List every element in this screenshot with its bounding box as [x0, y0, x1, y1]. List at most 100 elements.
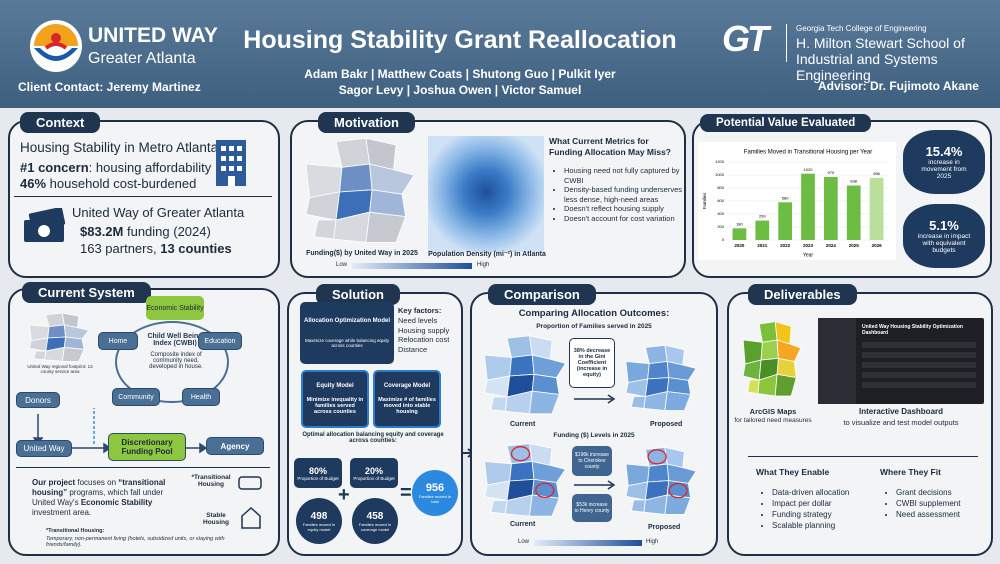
enable-title: What They Enable	[756, 467, 830, 477]
emphasis: $83.2M	[80, 224, 124, 239]
county	[630, 396, 646, 409]
text: $53k increase to Henry county	[574, 502, 610, 514]
footprint-map	[28, 312, 90, 362]
box-desc: Minimize inequality in families served a…	[306, 397, 364, 415]
county	[644, 344, 668, 365]
bar	[732, 228, 747, 240]
county	[647, 361, 670, 380]
stat-badge: 15.4% increase in movement from 2025	[903, 130, 985, 194]
y-tick-label: 800	[717, 185, 724, 190]
bar	[846, 185, 861, 240]
legend-bar	[534, 540, 642, 546]
current-funding-map	[484, 443, 567, 517]
econ-box: Economic Stability	[146, 296, 204, 320]
agency-box: Agency	[206, 437, 264, 455]
x-tick-label: 2024	[826, 243, 837, 248]
y-tick-label: 1200	[715, 159, 725, 164]
county	[490, 396, 508, 412]
county	[774, 373, 797, 397]
county	[509, 461, 535, 482]
client-contact: Client Contact: Jeremy Martinez	[18, 80, 201, 94]
value: 956	[425, 482, 445, 494]
label: Proportion of Budget	[297, 475, 339, 481]
funding-map	[305, 137, 415, 243]
home-box: Home	[98, 332, 138, 350]
legend-low: Low	[336, 262, 348, 268]
enable-list: Data-driven allocationImpact per dollarF…	[760, 487, 849, 531]
panel-tab: Current System	[22, 282, 151, 303]
key-factor: Distance	[398, 344, 428, 354]
arrow	[574, 480, 616, 490]
county	[47, 324, 67, 339]
callout: 38% decrease in the Gini Coefficient (in…	[569, 338, 615, 388]
panel-tab: Context	[20, 112, 101, 133]
panel-tab: Comparison	[488, 284, 596, 305]
cwbi-desc: Composite index of community need, devel…	[149, 352, 203, 370]
sub-title: Funding ($) Levels in 2025	[553, 432, 635, 439]
highlight-ring	[535, 482, 555, 499]
x-tick-label: 2023	[803, 243, 814, 248]
emphasis: 46%	[20, 176, 47, 191]
county	[647, 463, 670, 483]
org-sub: Greater Atlanta	[88, 50, 196, 67]
y-tick-label: 600	[717, 198, 724, 203]
org-name: UNITED WAY	[88, 24, 218, 47]
proposed-map	[625, 344, 697, 411]
county	[490, 500, 508, 515]
bar-chart: Families Moved in Transitional Housing p…	[698, 142, 896, 260]
divider	[16, 467, 270, 468]
label: Families moved in total	[418, 494, 452, 504]
box-title: Coverage Model	[383, 383, 431, 389]
project-text: Our project	[32, 478, 76, 487]
health-box: Health	[182, 388, 220, 406]
fit-title: Where They Fit	[880, 467, 941, 477]
school-small: Georgia Tech College of Engineering	[796, 24, 927, 33]
label: Proportion of Budget	[353, 475, 395, 481]
box-title: Equity Model	[316, 383, 354, 389]
map-caption: United Way regional footprint: 13 county…	[27, 364, 93, 374]
key-factor: Housing supply	[398, 325, 450, 335]
bar	[824, 176, 838, 240]
chart-title: Families Moved in Transitional Housing p…	[744, 150, 872, 156]
x-tick-label: 2021	[757, 243, 768, 248]
text: funding (2024)	[123, 224, 211, 239]
value-label: 1020	[804, 167, 814, 172]
county	[529, 494, 560, 517]
fit-list: Grant decisionsCWBI supplementNeed asses…	[884, 487, 960, 520]
county	[531, 354, 567, 379]
text: household cost-burdened	[46, 176, 197, 191]
transitional-label: *Transitional Housing	[191, 474, 231, 488]
y-tick-label: 200	[717, 224, 724, 229]
arrow	[574, 394, 616, 404]
partners-line: 163 partners, 13 counties	[80, 241, 232, 256]
money-icon	[24, 208, 66, 242]
coverage-box: Coverage Model Maximize # of families mo…	[373, 370, 441, 428]
map-label: Proposed	[648, 524, 681, 531]
fit-item: CWBI supplement	[896, 498, 960, 509]
x-tick-label: 2025	[849, 243, 860, 248]
stable-label: Stable Housing	[203, 512, 229, 526]
panel-tab: Motivation	[318, 112, 415, 133]
x-axis-label: Year	[803, 252, 813, 258]
enable-item: Scalable planning	[772, 520, 849, 531]
value-label: 956	[873, 171, 880, 176]
bar	[755, 220, 770, 240]
county	[61, 346, 85, 362]
county	[666, 360, 697, 381]
bullet: Doesn't account for cost variation	[564, 214, 688, 224]
fit-item: Grant decisions	[896, 487, 960, 498]
authors: Adam Bakr | Matthew Coats | Shutong Guo …	[304, 67, 616, 81]
value-label: 299	[759, 214, 766, 219]
county	[760, 339, 779, 361]
stat-label: increase in movement from 2025	[921, 159, 967, 180]
text: Community	[118, 393, 154, 401]
proposed-funding-map	[625, 446, 697, 515]
cycle-diagram	[115, 321, 229, 403]
context-line: 46% household cost-burdened	[20, 176, 196, 191]
bar	[801, 173, 815, 240]
comparison-title: Comparing Allocation Outcomes:	[518, 308, 670, 319]
school: Industrial and Systems Engineering	[796, 51, 938, 83]
county	[506, 335, 533, 358]
key-factor: Need levels	[398, 316, 438, 325]
total-circle: 956 Families moved in total	[412, 470, 458, 516]
